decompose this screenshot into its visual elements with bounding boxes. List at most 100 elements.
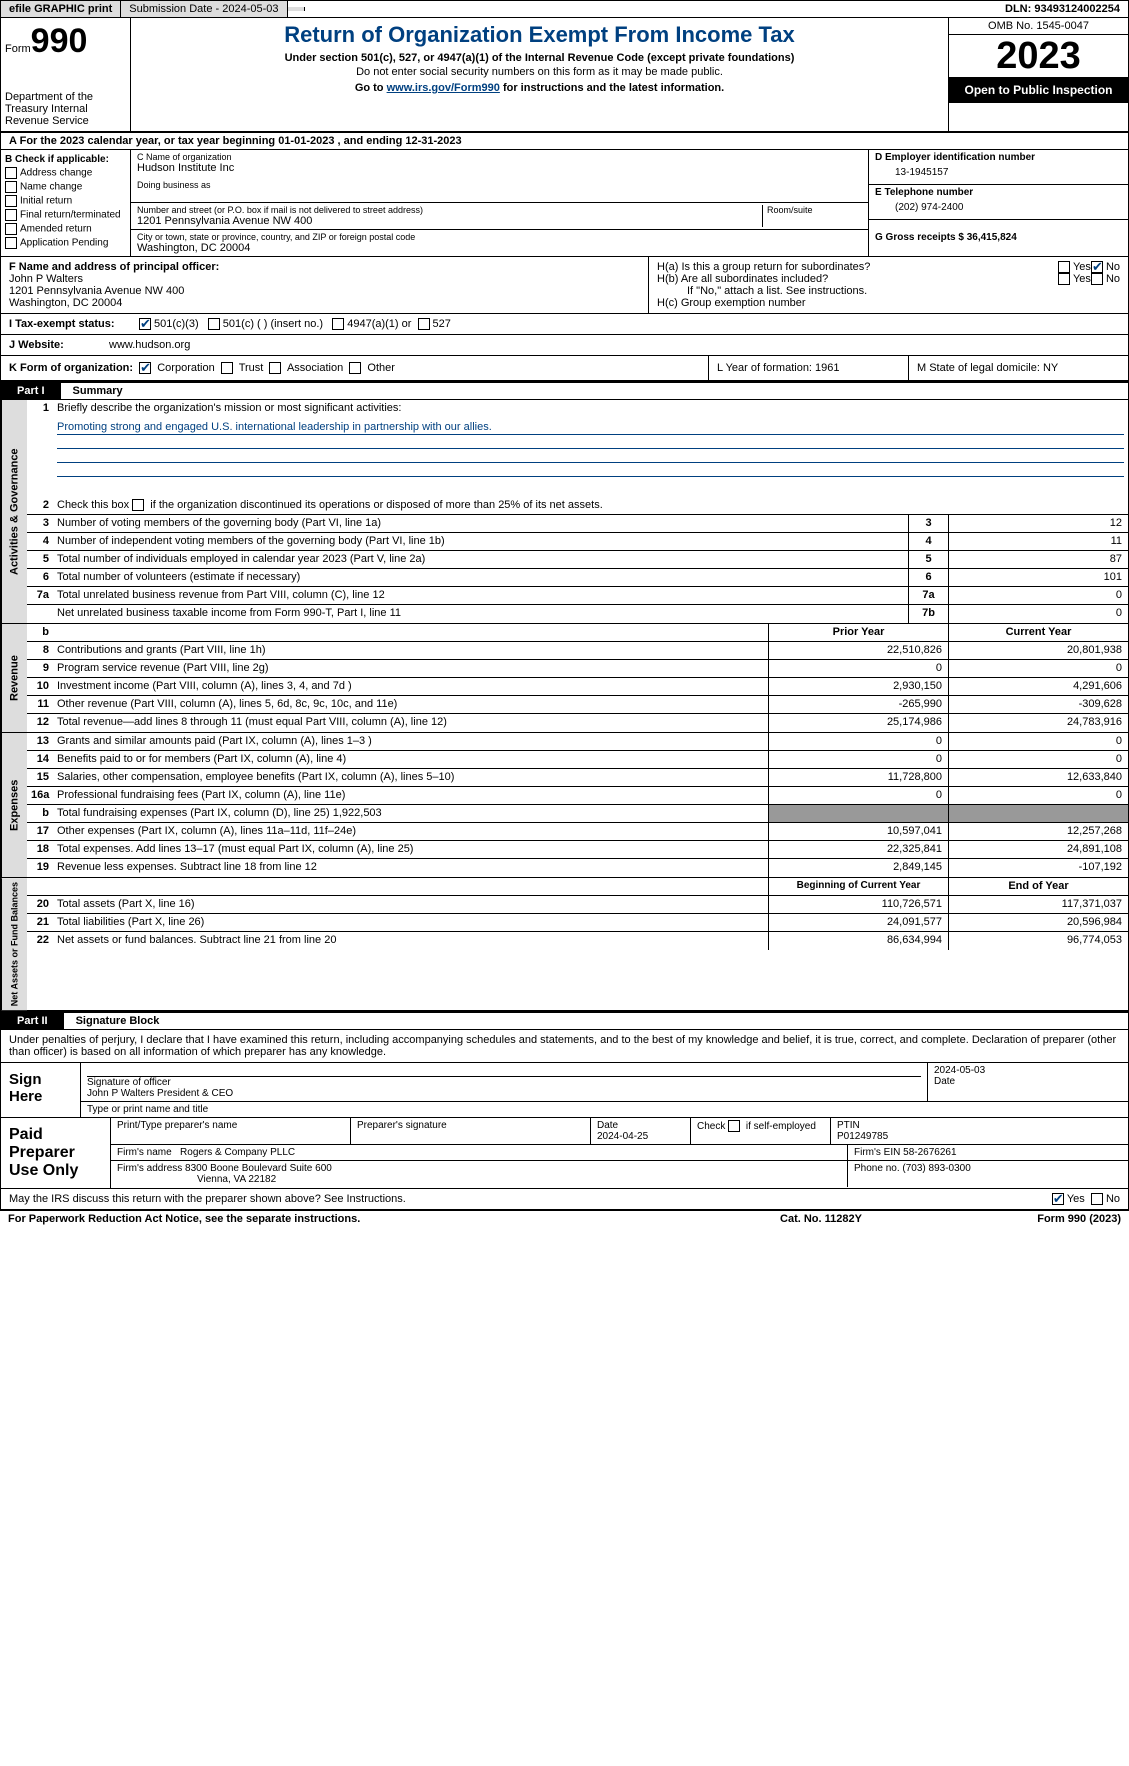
l19p: 2,849,145 xyxy=(768,859,948,877)
sig-date: 2024-05-03 xyxy=(934,1065,1122,1076)
hb-yes[interactable] xyxy=(1058,273,1070,285)
l21c: 20,596,984 xyxy=(948,914,1128,931)
mission-text: Promoting strong and engaged U.S. intern… xyxy=(57,420,1124,435)
l18c: 24,891,108 xyxy=(948,841,1128,858)
chk-discontinued[interactable] xyxy=(132,499,144,511)
room-label: Room/suite xyxy=(767,205,862,215)
discuss-yes[interactable] xyxy=(1052,1193,1064,1205)
row-i-tax-status: I Tax-exempt status: 501(c)(3) 501(c) ( … xyxy=(0,314,1129,335)
chk-corp[interactable] xyxy=(139,362,151,374)
l19c: -107,192 xyxy=(948,859,1128,877)
l4-desc: Number of independent voting members of … xyxy=(53,533,908,550)
part1-title: Summary xyxy=(69,383,127,399)
phone-label: E Telephone number xyxy=(875,187,1122,198)
chk-assoc[interactable] xyxy=(269,362,281,374)
l8p: 22,510,826 xyxy=(768,642,948,659)
ha-no[interactable] xyxy=(1091,261,1103,273)
city-label: City or town, state or province, country… xyxy=(137,232,862,242)
l8c: 20,801,938 xyxy=(948,642,1128,659)
main-info-block: B Check if applicable: Address change Na… xyxy=(0,150,1129,257)
net-vert-label: Net Assets or Fund Balances xyxy=(1,878,27,1010)
org-name: Hudson Institute Inc xyxy=(137,162,862,174)
ptin-val: P01249785 xyxy=(837,1131,888,1142)
l11c: -309,628 xyxy=(948,696,1128,713)
firm-name: Rogers & Company PLLC xyxy=(180,1147,295,1158)
chk-trust[interactable] xyxy=(221,362,233,374)
open-public: Open to Public Inspection xyxy=(949,77,1128,103)
l6-desc: Total number of volunteers (estimate if … xyxy=(53,569,908,586)
form-title: Return of Organization Exempt From Incom… xyxy=(139,22,940,48)
ein-value: 13-1945157 xyxy=(875,163,1122,182)
form-label: Form xyxy=(5,43,31,55)
chk-final[interactable]: Final return/terminated xyxy=(5,209,126,221)
l19-desc: Revenue less expenses. Subtract line 18 … xyxy=(53,859,768,877)
l12-desc: Total revenue—add lines 8 through 11 (mu… xyxy=(53,714,768,732)
l16b-shade1 xyxy=(768,805,948,822)
ha-yes[interactable] xyxy=(1058,261,1070,273)
gross-receipts: G Gross receipts $ 36,415,824 xyxy=(875,232,1122,243)
firm-addr2: Vienna, VA 22182 xyxy=(117,1174,276,1185)
dba-label: Doing business as xyxy=(137,180,862,190)
year-formation: L Year of formation: 1961 xyxy=(708,356,908,380)
l14-desc: Benefits paid to or for members (Part IX… xyxy=(53,751,768,768)
l6-val: 101 xyxy=(948,569,1128,586)
footer-mid: Cat. No. 11282Y xyxy=(721,1213,921,1225)
l13-desc: Grants and similar amounts paid (Part IX… xyxy=(53,733,768,750)
hb-label: H(b) Are all subordinates included? xyxy=(657,273,1058,285)
discuss-text: May the IRS discuss this return with the… xyxy=(9,1193,1052,1205)
l22c: 96,774,053 xyxy=(948,932,1128,950)
footer-right: Form 990 (2023) xyxy=(921,1213,1121,1225)
l10p: 2,930,150 xyxy=(768,678,948,695)
efile-button[interactable]: efile GRAPHIC print xyxy=(1,1,121,17)
prep-sig-label: Preparer's signature xyxy=(351,1118,591,1144)
l8-desc: Contributions and grants (Part VIII, lin… xyxy=(53,642,768,659)
l13c: 0 xyxy=(948,733,1128,750)
addr-label: Number and street (or P.O. box if mail i… xyxy=(137,205,762,215)
chk-name[interactable]: Name change xyxy=(5,181,126,193)
l3-desc: Number of voting members of the governin… xyxy=(53,515,908,532)
officer-label: F Name and address of principal officer: xyxy=(9,261,640,273)
subtitle-1: Under section 501(c), 527, or 4947(a)(1)… xyxy=(139,52,940,64)
prep-date: 2024-04-25 xyxy=(597,1131,648,1142)
l9-desc: Program service revenue (Part VIII, line… xyxy=(53,660,768,677)
officer-addr2: Washington, DC 20004 xyxy=(9,297,640,309)
l16b-shade2 xyxy=(948,805,1128,822)
chk-4947[interactable] xyxy=(332,318,344,330)
org-name-label: C Name of organization xyxy=(137,152,862,162)
box-b: B Check if applicable: Address change Na… xyxy=(1,150,131,256)
l11p: -265,990 xyxy=(768,696,948,713)
l3-val: 12 xyxy=(948,515,1128,532)
prep-print-label: Print/Type preparer's name xyxy=(111,1118,351,1144)
l10-desc: Investment income (Part VIII, column (A)… xyxy=(53,678,768,695)
chk-other[interactable] xyxy=(349,362,361,374)
sig-date-label: Date xyxy=(934,1076,1122,1087)
sig-line[interactable] xyxy=(87,1065,921,1077)
l17c: 12,257,268 xyxy=(948,823,1128,840)
topbar: efile GRAPHIC print Submission Date - 20… xyxy=(0,0,1129,18)
topbar-spacer xyxy=(288,7,305,11)
chk-amended[interactable]: Amended return xyxy=(5,223,126,235)
l7a-desc: Total unrelated business revenue from Pa… xyxy=(53,587,908,604)
state-domicile: M State of legal domicile: NY xyxy=(908,356,1128,380)
chk-501c[interactable] xyxy=(208,318,220,330)
chk-self-emp[interactable] xyxy=(728,1120,740,1132)
hb-no[interactable] xyxy=(1091,273,1103,285)
chk-address[interactable]: Address change xyxy=(5,167,126,179)
chk-527[interactable] xyxy=(418,318,430,330)
phone-value: (202) 974-2400 xyxy=(875,198,1122,217)
l18p: 22,325,841 xyxy=(768,841,948,858)
prep-date-label: Date xyxy=(597,1120,618,1131)
l20c: 117,371,037 xyxy=(948,896,1128,913)
irs-link[interactable]: www.irs.gov/Form990 xyxy=(387,82,500,94)
discuss-no[interactable] xyxy=(1091,1193,1103,1205)
chk-initial[interactable]: Initial return xyxy=(5,195,126,207)
goto-post: for instructions and the latest informat… xyxy=(500,82,724,94)
prep-check-label: Check if self-employed xyxy=(697,1121,816,1132)
firm-addr-label: Firm's address xyxy=(117,1163,182,1174)
box-b-label: B Check if applicable: xyxy=(5,154,126,165)
prior-hdr: Prior Year xyxy=(768,624,948,641)
org-address: 1201 Pennsylvania Avenue NW 400 xyxy=(137,215,762,227)
chk-pending[interactable]: Application Pending xyxy=(5,237,126,249)
l14c: 0 xyxy=(948,751,1128,768)
chk-501c3[interactable] xyxy=(139,318,151,330)
